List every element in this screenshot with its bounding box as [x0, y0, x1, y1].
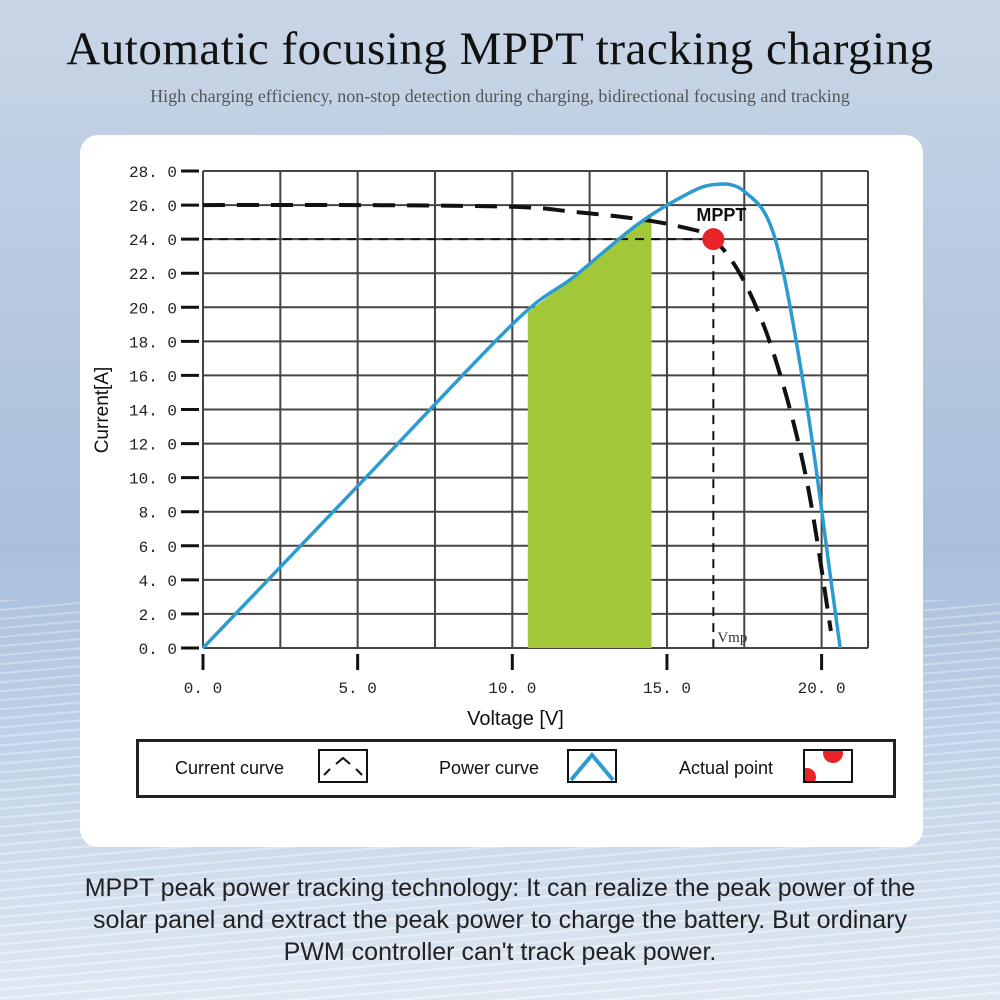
- y-tick-label: 4. 0: [139, 573, 177, 591]
- mppt-label: MPPT: [696, 205, 746, 225]
- y-tick-label: 20. 0: [129, 300, 177, 318]
- y-tick-label: 6. 0: [139, 539, 177, 557]
- series-current-curve: [202, 202, 833, 632]
- power-curve-icon: [567, 749, 618, 788]
- x-tick-label: 15. 0: [643, 680, 691, 698]
- vmp-label: Vmp: [717, 630, 747, 646]
- footer-line-3: PWM controller can't track peak power.: [283, 938, 717, 966]
- y-axis-label: Current[A]: [92, 367, 113, 454]
- shaded-region: [527, 215, 652, 648]
- y-tick-label: 24. 0: [129, 232, 177, 250]
- footer-description: MPPT peak power tracking technology: It …: [0, 872, 1000, 968]
- page-subtitle: High charging efficiency, non-stop detec…: [150, 86, 850, 106]
- x-tick-label: 0. 0: [184, 680, 222, 698]
- y-tick-label: 0. 0: [139, 641, 177, 659]
- y-tick-label: 10. 0: [129, 471, 177, 489]
- y-tick-label: 22. 0: [129, 266, 177, 284]
- chart-card: [80, 135, 923, 847]
- y-tick-label: 12. 0: [129, 437, 177, 455]
- legend-label-power-curve: Power curve: [439, 758, 540, 778]
- legend-item-actual-point: Actual point: [679, 742, 854, 795]
- legend-item-power-curve: Power curve: [439, 742, 618, 795]
- chart-legend: Current curve Power curve Actual point: [136, 739, 896, 798]
- x-tick-label: 20. 0: [798, 680, 846, 698]
- legend-label-actual-point: Actual point: [679, 758, 774, 778]
- y-tick-label: 26. 0: [129, 198, 177, 216]
- current-curve-icon: [318, 749, 369, 788]
- y-tick-label: 16. 0: [129, 368, 177, 386]
- y-tick-label: 28. 0: [129, 164, 177, 182]
- y-tick-label: 8. 0: [139, 505, 177, 523]
- x-tick-label: 10. 0: [488, 680, 536, 698]
- x-axis-label: Voltage [V]: [467, 708, 564, 730]
- mppt-point: [702, 228, 725, 251]
- footer-line-1: MPPT peak power tracking technology: It …: [84, 874, 916, 902]
- footer-line-2: solar panel and extract the peak power t…: [93, 906, 907, 934]
- page-title: Automatic focusing MPPT tracking chargin…: [66, 23, 934, 75]
- actual-point-icon: [803, 749, 854, 788]
- legend-item-current-curve: Current curve: [175, 742, 369, 795]
- series-power-curve: [201, 182, 842, 650]
- y-tick-label: 18. 0: [129, 334, 177, 352]
- legend-label-current-curve: Current curve: [175, 758, 285, 778]
- x-tick-label: 5. 0: [338, 680, 376, 698]
- y-tick-label: 2. 0: [139, 607, 177, 625]
- y-tick-label: 14. 0: [129, 403, 177, 421]
